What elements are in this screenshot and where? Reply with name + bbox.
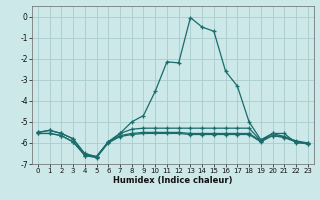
X-axis label: Humidex (Indice chaleur): Humidex (Indice chaleur) bbox=[113, 176, 233, 185]
